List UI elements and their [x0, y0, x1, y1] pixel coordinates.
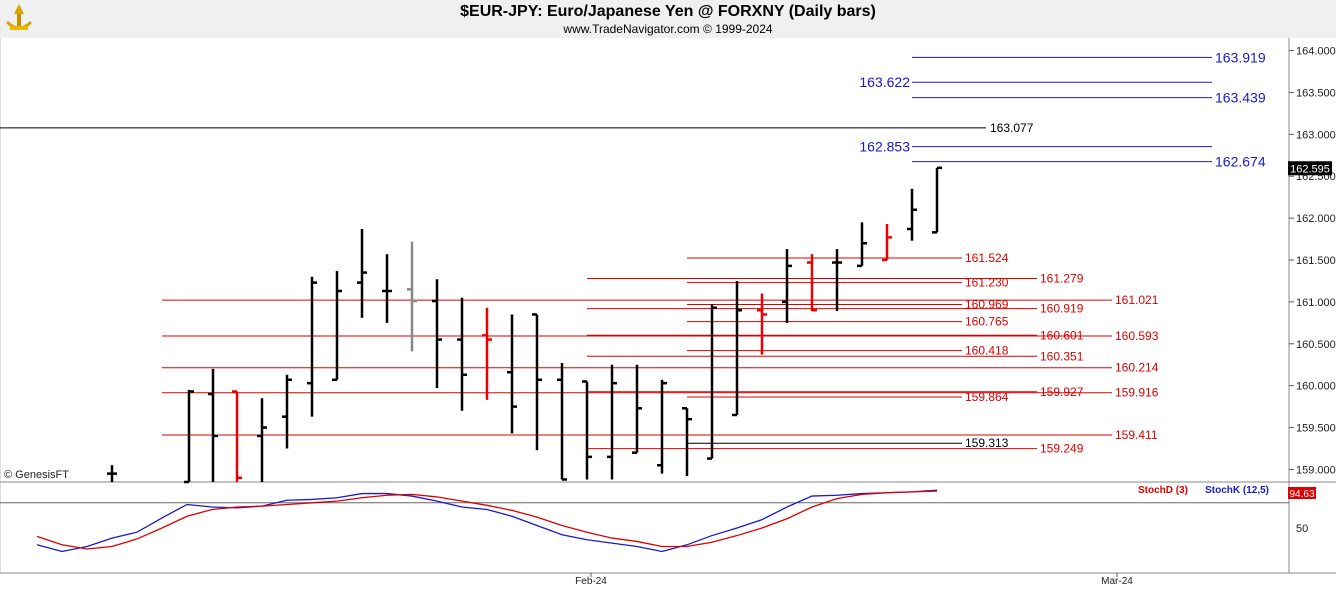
- logo-icon: [4, 2, 34, 39]
- price-tick-label: 160.500: [1296, 339, 1336, 351]
- stoch-legend-d: StochD (3): [1138, 485, 1188, 496]
- level-label: 160.601: [1040, 328, 1084, 342]
- stoch-last-badge: [1288, 487, 1316, 499]
- last-price-label: 162.595: [1290, 163, 1330, 175]
- price-tick-label: 159.500: [1296, 423, 1336, 435]
- time-tick-label: Mar-24: [1101, 576, 1133, 587]
- price-tick-label: 162.000: [1296, 213, 1336, 225]
- chart-title: $EUR-JPY: Euro/Japanese Yen @ FORXNY (Da…: [460, 3, 876, 20]
- time-tick-label: Feb-24: [575, 576, 607, 587]
- price-tick-label: 161.000: [1296, 297, 1336, 309]
- watermark-text: © GenesisFT: [4, 469, 69, 481]
- price-tick-label: 164.000: [1296, 46, 1336, 58]
- last-price-badge: [1288, 161, 1332, 176]
- price-tick-label: 160.000: [1296, 381, 1336, 393]
- stoch-legend-k: StochK (12,5): [1205, 485, 1269, 496]
- level-label: 159.916: [1115, 386, 1159, 400]
- stoch-series-line: [36, 490, 938, 550]
- level-label: 162.674: [1215, 154, 1266, 170]
- level-label: 163.077: [990, 121, 1034, 135]
- stoch-tick-label: 50: [1296, 523, 1308, 535]
- level-label: 162.853: [859, 139, 910, 155]
- level-label: 159.927: [1040, 385, 1084, 399]
- price-tick-label: 159.000: [1296, 464, 1336, 476]
- level-label: 163.919: [1215, 49, 1266, 65]
- level-label: 159.313: [965, 436, 1009, 450]
- chart-subtitle: www.TradeNavigator.com © 1999-2024: [563, 22, 773, 36]
- level-label: 160.969: [965, 297, 1009, 311]
- level-label: 160.919: [1040, 302, 1084, 316]
- level-label: 160.593: [1115, 329, 1159, 343]
- level-label: 159.249: [1040, 442, 1084, 456]
- level-label: 161.230: [965, 276, 1009, 290]
- level-label: 160.214: [1115, 361, 1159, 375]
- level-label: 160.351: [1040, 349, 1084, 363]
- price-tick-label: 163.000: [1296, 129, 1336, 141]
- level-label: 161.279: [1040, 272, 1084, 286]
- level-label: 161.021: [1115, 293, 1159, 307]
- level-label: 163.439: [1215, 90, 1266, 106]
- level-label: 160.418: [965, 344, 1009, 358]
- price-tick-label: 163.500: [1296, 87, 1336, 99]
- stoch-series-line: [36, 489, 938, 553]
- level-label: 159.864: [965, 390, 1009, 404]
- level-label: 160.765: [965, 315, 1009, 329]
- level-label: 163.622: [859, 74, 910, 90]
- stoch-last-label: 94.63: [1289, 489, 1314, 500]
- price-tick-label: 161.500: [1296, 255, 1336, 267]
- level-label: 159.411: [1115, 428, 1158, 442]
- chart-header: $EUR-JPY: Euro/Japanese Yen @ FORXNY (Da…: [0, 0, 1336, 38]
- level-label: 161.524: [965, 251, 1009, 265]
